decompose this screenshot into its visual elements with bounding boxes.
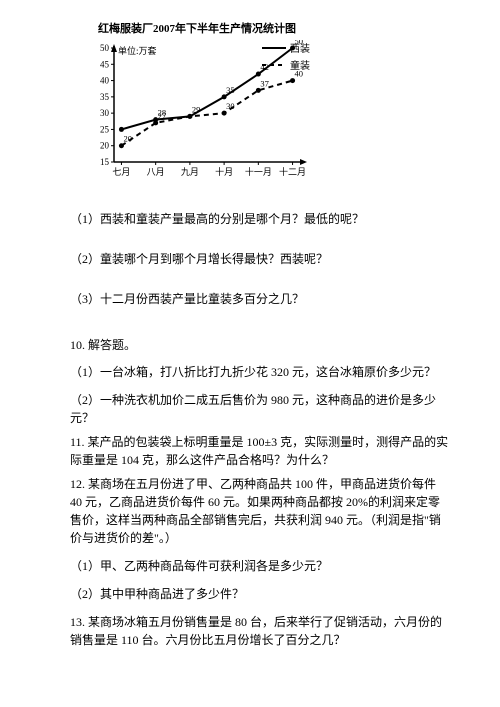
- svg-text:七月: 七月: [112, 167, 130, 177]
- question-12: 12. 某商场在五月份进了甲、乙两种商品共 100 件，甲商品进货价每件 40 …: [70, 475, 450, 547]
- legend-label: 西装: [290, 40, 310, 55]
- svg-text:15: 15: [100, 157, 110, 167]
- svg-text:40: 40: [100, 76, 110, 86]
- question-12-2: （2）其中甲种商品进了多少件？: [70, 585, 450, 603]
- legend-item-western: 西装: [262, 40, 310, 55]
- legend-line-solid: [262, 47, 286, 49]
- svg-text:20: 20: [123, 134, 132, 144]
- svg-text:29: 29: [192, 104, 201, 114]
- question-1: （1）西装和童装产量最高的分别是哪个月？最低的呢？: [70, 210, 450, 228]
- svg-text:单位:万套: 单位:万套: [118, 45, 157, 56]
- question-11: 11. 某产品的包装袋上标明重量是 100±3 克，实际测量时，测得产品的实际重…: [70, 433, 450, 469]
- svg-text:37: 37: [260, 78, 269, 88]
- svg-text:35: 35: [100, 92, 110, 102]
- svg-text:十月: 十月: [215, 166, 233, 177]
- chart-legend: 西装 童装: [262, 40, 310, 74]
- line-chart: 西装 童装 单位:万套 15 20 25 30 35 40 45 50 七月 八月 九月 十月 十一月十二…: [80, 40, 310, 180]
- question-2: （2）童装哪个月到哪个月增长得最快？西装呢？: [70, 250, 450, 268]
- svg-text:25: 25: [100, 124, 110, 134]
- svg-text:八月: 八月: [147, 167, 165, 177]
- question-10-header: 10. 解答题。: [70, 336, 450, 353]
- legend-item-children: 童装: [262, 57, 310, 72]
- svg-text:27: 27: [158, 111, 167, 121]
- chart-container: 红梅服装厂2007年下半年生产情况统计图 西装 童装 单位:万套 15 20 25 30…: [80, 20, 450, 180]
- svg-text:十一月: 十一月: [245, 166, 272, 177]
- legend-label: 童装: [290, 57, 310, 72]
- question-13: 13. 某商场冰箱五月份销售量是 80 台，后来举行了促销活动，六月份的销售量是…: [70, 613, 450, 649]
- svg-text:20: 20: [100, 141, 110, 151]
- question-10-1: （1）一台冰箱，打八折比打九折少花 320 元，这台冰箱原价多少元？: [70, 363, 450, 381]
- question-12-1: （1）甲、乙两种商品每件可获利润各是多少元？: [70, 557, 450, 575]
- question-10-2: （2）一种洗衣机加价二成五后售价为 980 元，这种商品的进价是多少元？: [70, 391, 450, 427]
- svg-text:30: 30: [100, 108, 110, 118]
- svg-text:九月: 九月: [181, 167, 199, 177]
- svg-text:30: 30: [226, 101, 235, 111]
- svg-text:50: 50: [100, 43, 110, 53]
- svg-text:十二月: 十二月: [279, 166, 306, 177]
- chart-title: 红梅服装厂2007年下半年生产情况统计图: [98, 20, 450, 36]
- svg-text:35: 35: [226, 85, 235, 95]
- svg-text:45: 45: [100, 59, 110, 69]
- legend-line-dashed: [262, 64, 286, 66]
- question-3: （3）十二月份西装产量比童装多百分之几？: [70, 290, 450, 308]
